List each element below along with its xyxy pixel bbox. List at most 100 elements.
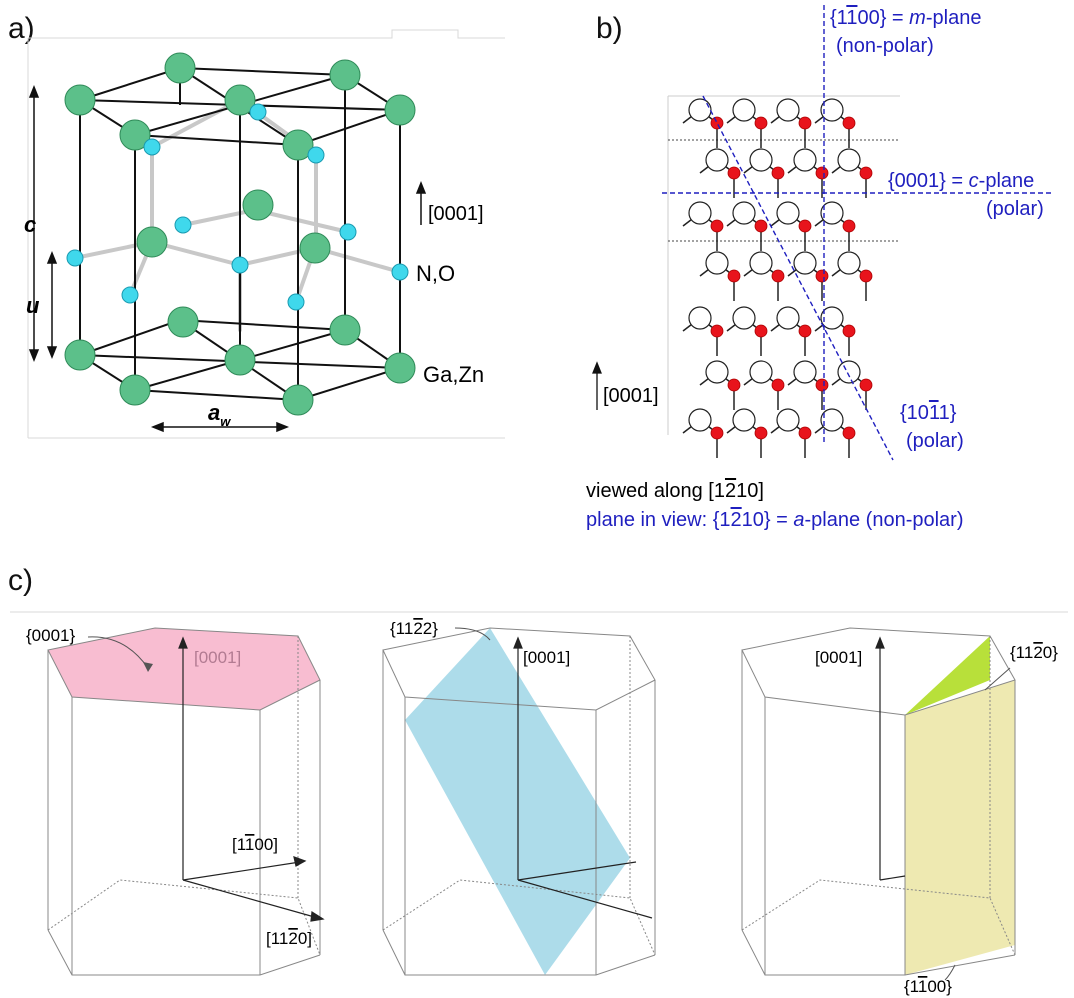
lattice-red-atom	[754, 116, 768, 130]
axis-c-arrow	[28, 84, 40, 363]
m-plane-label: {1100} = m-plane	[830, 7, 981, 29]
lattice-red-atom	[859, 378, 873, 392]
lattice-red-atom	[798, 116, 812, 130]
lattice-white-atom	[793, 360, 817, 384]
lattice-white-atom	[793, 251, 817, 275]
hex-prism-1	[47, 627, 321, 976]
hex2-dir-c: [0001]	[523, 648, 570, 667]
lattice-white-atom	[688, 98, 712, 122]
lattice-white-atom	[749, 251, 773, 275]
lattice-white-atom	[732, 201, 756, 225]
hex2-axes	[513, 636, 653, 919]
lattice-red-atom	[842, 219, 856, 233]
c-plane-fill	[48, 628, 320, 710]
lattice-red-atom	[727, 378, 741, 392]
lattice-white-atom	[732, 408, 756, 432]
direction-0001-arrow-a	[415, 180, 427, 225]
lattice-white-atom	[837, 360, 861, 384]
semipolar-plane-label-c: {1122}	[390, 619, 438, 638]
m-plane-sublabel: (non-polar)	[836, 35, 934, 57]
axis-u-label: u	[26, 293, 40, 318]
lattice-white-atom	[705, 251, 729, 275]
lattice-white-atom	[776, 408, 800, 432]
lattice-red-atom	[771, 269, 785, 283]
lattice-red-atom	[815, 378, 829, 392]
cation-label: Ga,Zn	[423, 362, 484, 387]
lattice-white-atom	[820, 408, 844, 432]
panel-c-label: c)	[8, 564, 33, 597]
panel-a-frame	[27, 29, 505, 439]
semipolar-plane-label: {1011}	[900, 402, 957, 424]
lattice-white-atom	[820, 98, 844, 122]
lattice-white-atom	[820, 306, 844, 330]
lattice-red-atoms	[710, 116, 873, 440]
lattice-white-atom	[749, 148, 773, 172]
lattice-red-atom	[754, 426, 768, 440]
cation-atoms	[64, 52, 416, 416]
hex1-axes	[178, 636, 325, 922]
lattice-red-atom	[859, 269, 873, 283]
lattice-red-atom	[859, 166, 873, 180]
axis-u-arrow	[46, 250, 58, 360]
a-plane-pointer	[984, 667, 1011, 691]
a-plane-label-c: {1120}	[1010, 643, 1058, 662]
lattice-white-atom	[749, 360, 773, 384]
lattice-red-atom	[815, 166, 829, 180]
c-plane-label: {0001} = c-plane	[888, 170, 1034, 192]
m-plane-pointer	[944, 964, 956, 981]
lattice-red-atom	[710, 324, 724, 338]
c-plane-sublabel: (polar)	[986, 198, 1044, 220]
lattice-white-atom	[776, 306, 800, 330]
lattice-red-atom	[710, 116, 724, 130]
hex3-axes	[875, 636, 906, 881]
semipolar-plane-line	[702, 95, 894, 461]
lattice-red-atom	[710, 426, 724, 440]
axis-aw-label: aw	[208, 400, 231, 429]
m-plane-side-fill	[905, 680, 1015, 975]
lattice-red-atom	[771, 166, 785, 180]
viewed-along-label: viewed along [1210]	[586, 480, 764, 502]
axis-aw-arrow	[150, 421, 290, 433]
lattice-red-atom	[798, 324, 812, 338]
lattice-white-atom	[820, 201, 844, 225]
hex1-dir-c: [0001]	[194, 648, 241, 667]
lattice-white-atom	[688, 306, 712, 330]
hex-prism-3	[741, 627, 1016, 976]
lattice-red-atom	[710, 219, 724, 233]
c-plane-pointer-head	[143, 662, 153, 672]
direction-label-a: [0001]	[428, 203, 484, 225]
lattice-white-atom	[793, 148, 817, 172]
lattice-red-atom	[798, 426, 812, 440]
axis-c-label: c	[24, 212, 36, 237]
plane-lines	[662, 5, 1052, 461]
lattice-red-atom	[842, 324, 856, 338]
lattice-white-atom	[688, 201, 712, 225]
hex1-dir-m: [1100]	[232, 835, 278, 854]
panel-b-frame	[667, 95, 900, 435]
panel-b-label: b)	[596, 12, 623, 45]
plane-in-view-label: plane in view: {1210} = a-plane (non-pol…	[586, 509, 964, 531]
hex3-dir-c: [0001]	[815, 648, 862, 667]
lattice-white-atom	[732, 306, 756, 330]
lattice-red-atom	[771, 378, 785, 392]
lattice-red-atom	[727, 269, 741, 283]
lattice-white-atoms	[688, 98, 861, 432]
anion-atoms	[66, 103, 409, 311]
semipolar-plane-pointer	[454, 627, 491, 641]
lattice-red-atom	[815, 269, 829, 283]
lattice-white-atom	[776, 98, 800, 122]
lattice-white-atom	[837, 251, 861, 275]
lattice-white-atom	[705, 360, 729, 384]
lattice-white-atom	[837, 148, 861, 172]
lattice-red-atom	[842, 426, 856, 440]
lattice-red-atom	[798, 219, 812, 233]
panel-a-label: a)	[8, 12, 35, 45]
lattice-red-atom	[754, 324, 768, 338]
lattice-red-atom	[754, 219, 768, 233]
lattice-white-atom	[776, 201, 800, 225]
c-plane-label-c: {0001}	[26, 626, 75, 645]
anion-label: N,O	[416, 261, 455, 286]
direction-label-b: [0001]	[603, 385, 659, 407]
lattice-red-atom	[842, 116, 856, 130]
